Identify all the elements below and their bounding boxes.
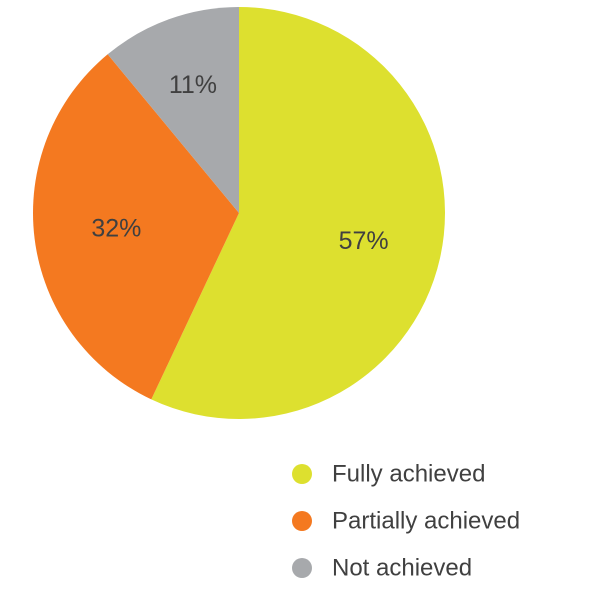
- slice-label-fully-achieved: 57%: [339, 227, 389, 255]
- pie-slice-partially-achieved: [32, 54, 239, 400]
- legend: Fully achieved Partially achieved Not achi…: [292, 461, 520, 582]
- legend-label-not-achieved: Not achieved: [332, 555, 472, 582]
- pie-slice-not-achieved: [107, 7, 239, 213]
- slice-label-partially-achieved: 32%: [91, 214, 141, 242]
- pie-slices: [32, 7, 445, 419]
- slice-label-not-achieved: 11%: [169, 71, 217, 99]
- legend-marker-partially-achieved: [292, 511, 312, 531]
- legend-marker-not-achieved: [292, 558, 312, 578]
- legend-marker-fully-achieved: [292, 464, 312, 484]
- pie-slice-fully-achieved: [151, 7, 445, 419]
- pie-slice-labels: 57% 32% 11%: [91, 71, 388, 255]
- legend-label-partially-achieved: Partially achieved: [332, 508, 520, 535]
- legend-label-fully-achieved: Fully achieved: [332, 461, 485, 488]
